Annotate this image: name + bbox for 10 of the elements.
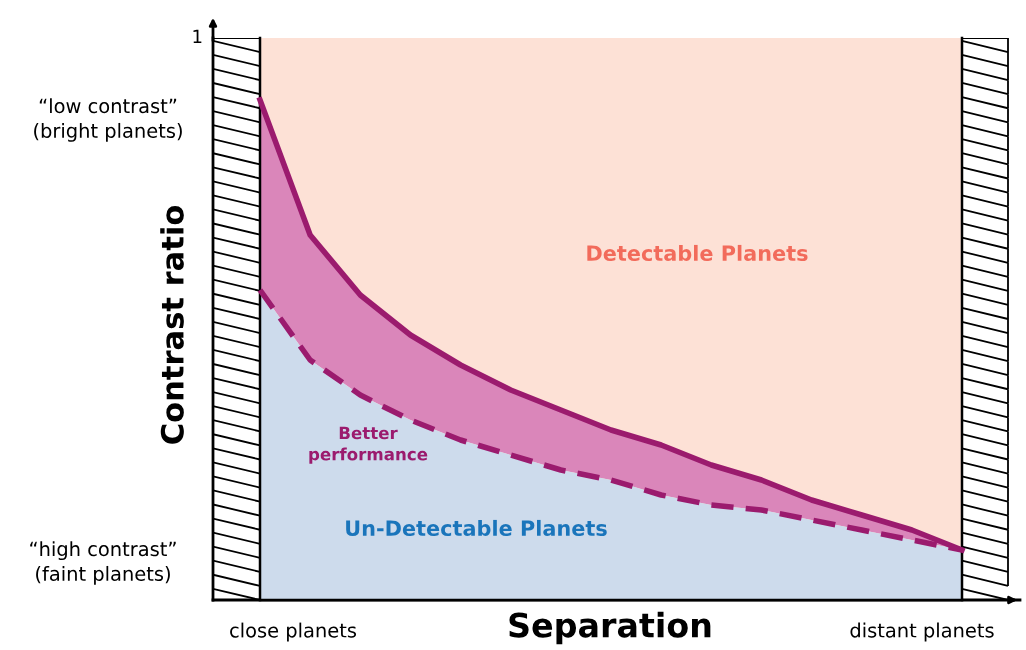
text: “low contrast” (bright planets) [34, 98, 182, 142]
text: close planets [230, 622, 357, 642]
text: distant planets [850, 622, 994, 642]
annotation: Un-Detectable Planets [346, 519, 607, 537]
text: “high contrast” (faint planets) [30, 541, 176, 585]
annotation: Detectable Planets [587, 244, 808, 262]
annotation: Better performance [309, 426, 428, 464]
text: 1 [193, 29, 202, 43]
x-axis-title: Separation [509, 611, 711, 645]
y-axis-title: Contrast ratio [160, 205, 184, 444]
